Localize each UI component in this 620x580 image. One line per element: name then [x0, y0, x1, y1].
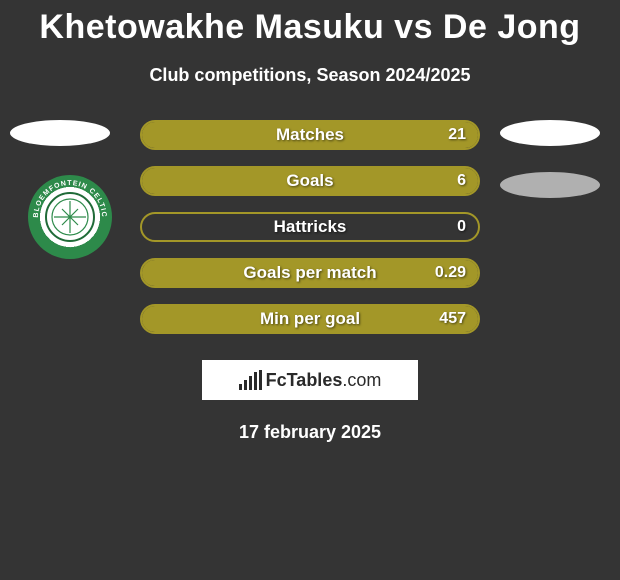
- stat-row: Matches 21: [140, 120, 480, 150]
- page-title: Khetowakhe Masuku vs De Jong: [0, 0, 620, 47]
- stat-value-right: 457: [439, 310, 466, 328]
- stat-bars: Matches 21 Goals 6 Hattricks 0 Goals per match…: [140, 120, 480, 350]
- stat-label: Min per goal: [260, 309, 360, 329]
- branding-box[interactable]: FcTables.com: [202, 360, 418, 400]
- branding-domain: .com: [342, 370, 381, 390]
- player-left-club-badge: BLOEMFONTEIN CELTIC FOOTBALL CLUB: [28, 175, 112, 259]
- stat-label: Hattricks: [274, 217, 347, 237]
- stat-value-right: 6: [457, 172, 466, 190]
- stat-value-right: 21: [448, 126, 466, 144]
- branding-name: FcTables: [266, 370, 343, 390]
- player-right-avatar-placeholder-2: [500, 172, 600, 198]
- stat-label: Matches: [276, 125, 344, 145]
- stat-value-right: 0.29: [435, 264, 466, 282]
- stat-row: Hattricks 0: [140, 212, 480, 242]
- branding-text: FcTables.com: [266, 370, 382, 391]
- club-badge-svg: BLOEMFONTEIN CELTIC FOOTBALL CLUB: [28, 175, 112, 259]
- date-line: 17 february 2025: [0, 422, 620, 443]
- comparison-area: BLOEMFONTEIN CELTIC FOOTBALL CLUB Matche…: [0, 120, 620, 350]
- stat-label: Goals per match: [243, 263, 376, 283]
- stat-value-right: 0: [457, 218, 466, 236]
- stat-row: Goals per match 0.29: [140, 258, 480, 288]
- player-left-avatar-placeholder: [10, 120, 110, 146]
- branding-logo-icon: [239, 370, 262, 390]
- stat-row: Min per goal 457: [140, 304, 480, 334]
- subtitle: Club competitions, Season 2024/2025: [0, 65, 620, 86]
- stat-row: Goals 6: [140, 166, 480, 196]
- player-right-avatar-placeholder-1: [500, 120, 600, 146]
- stat-label: Goals: [286, 171, 333, 191]
